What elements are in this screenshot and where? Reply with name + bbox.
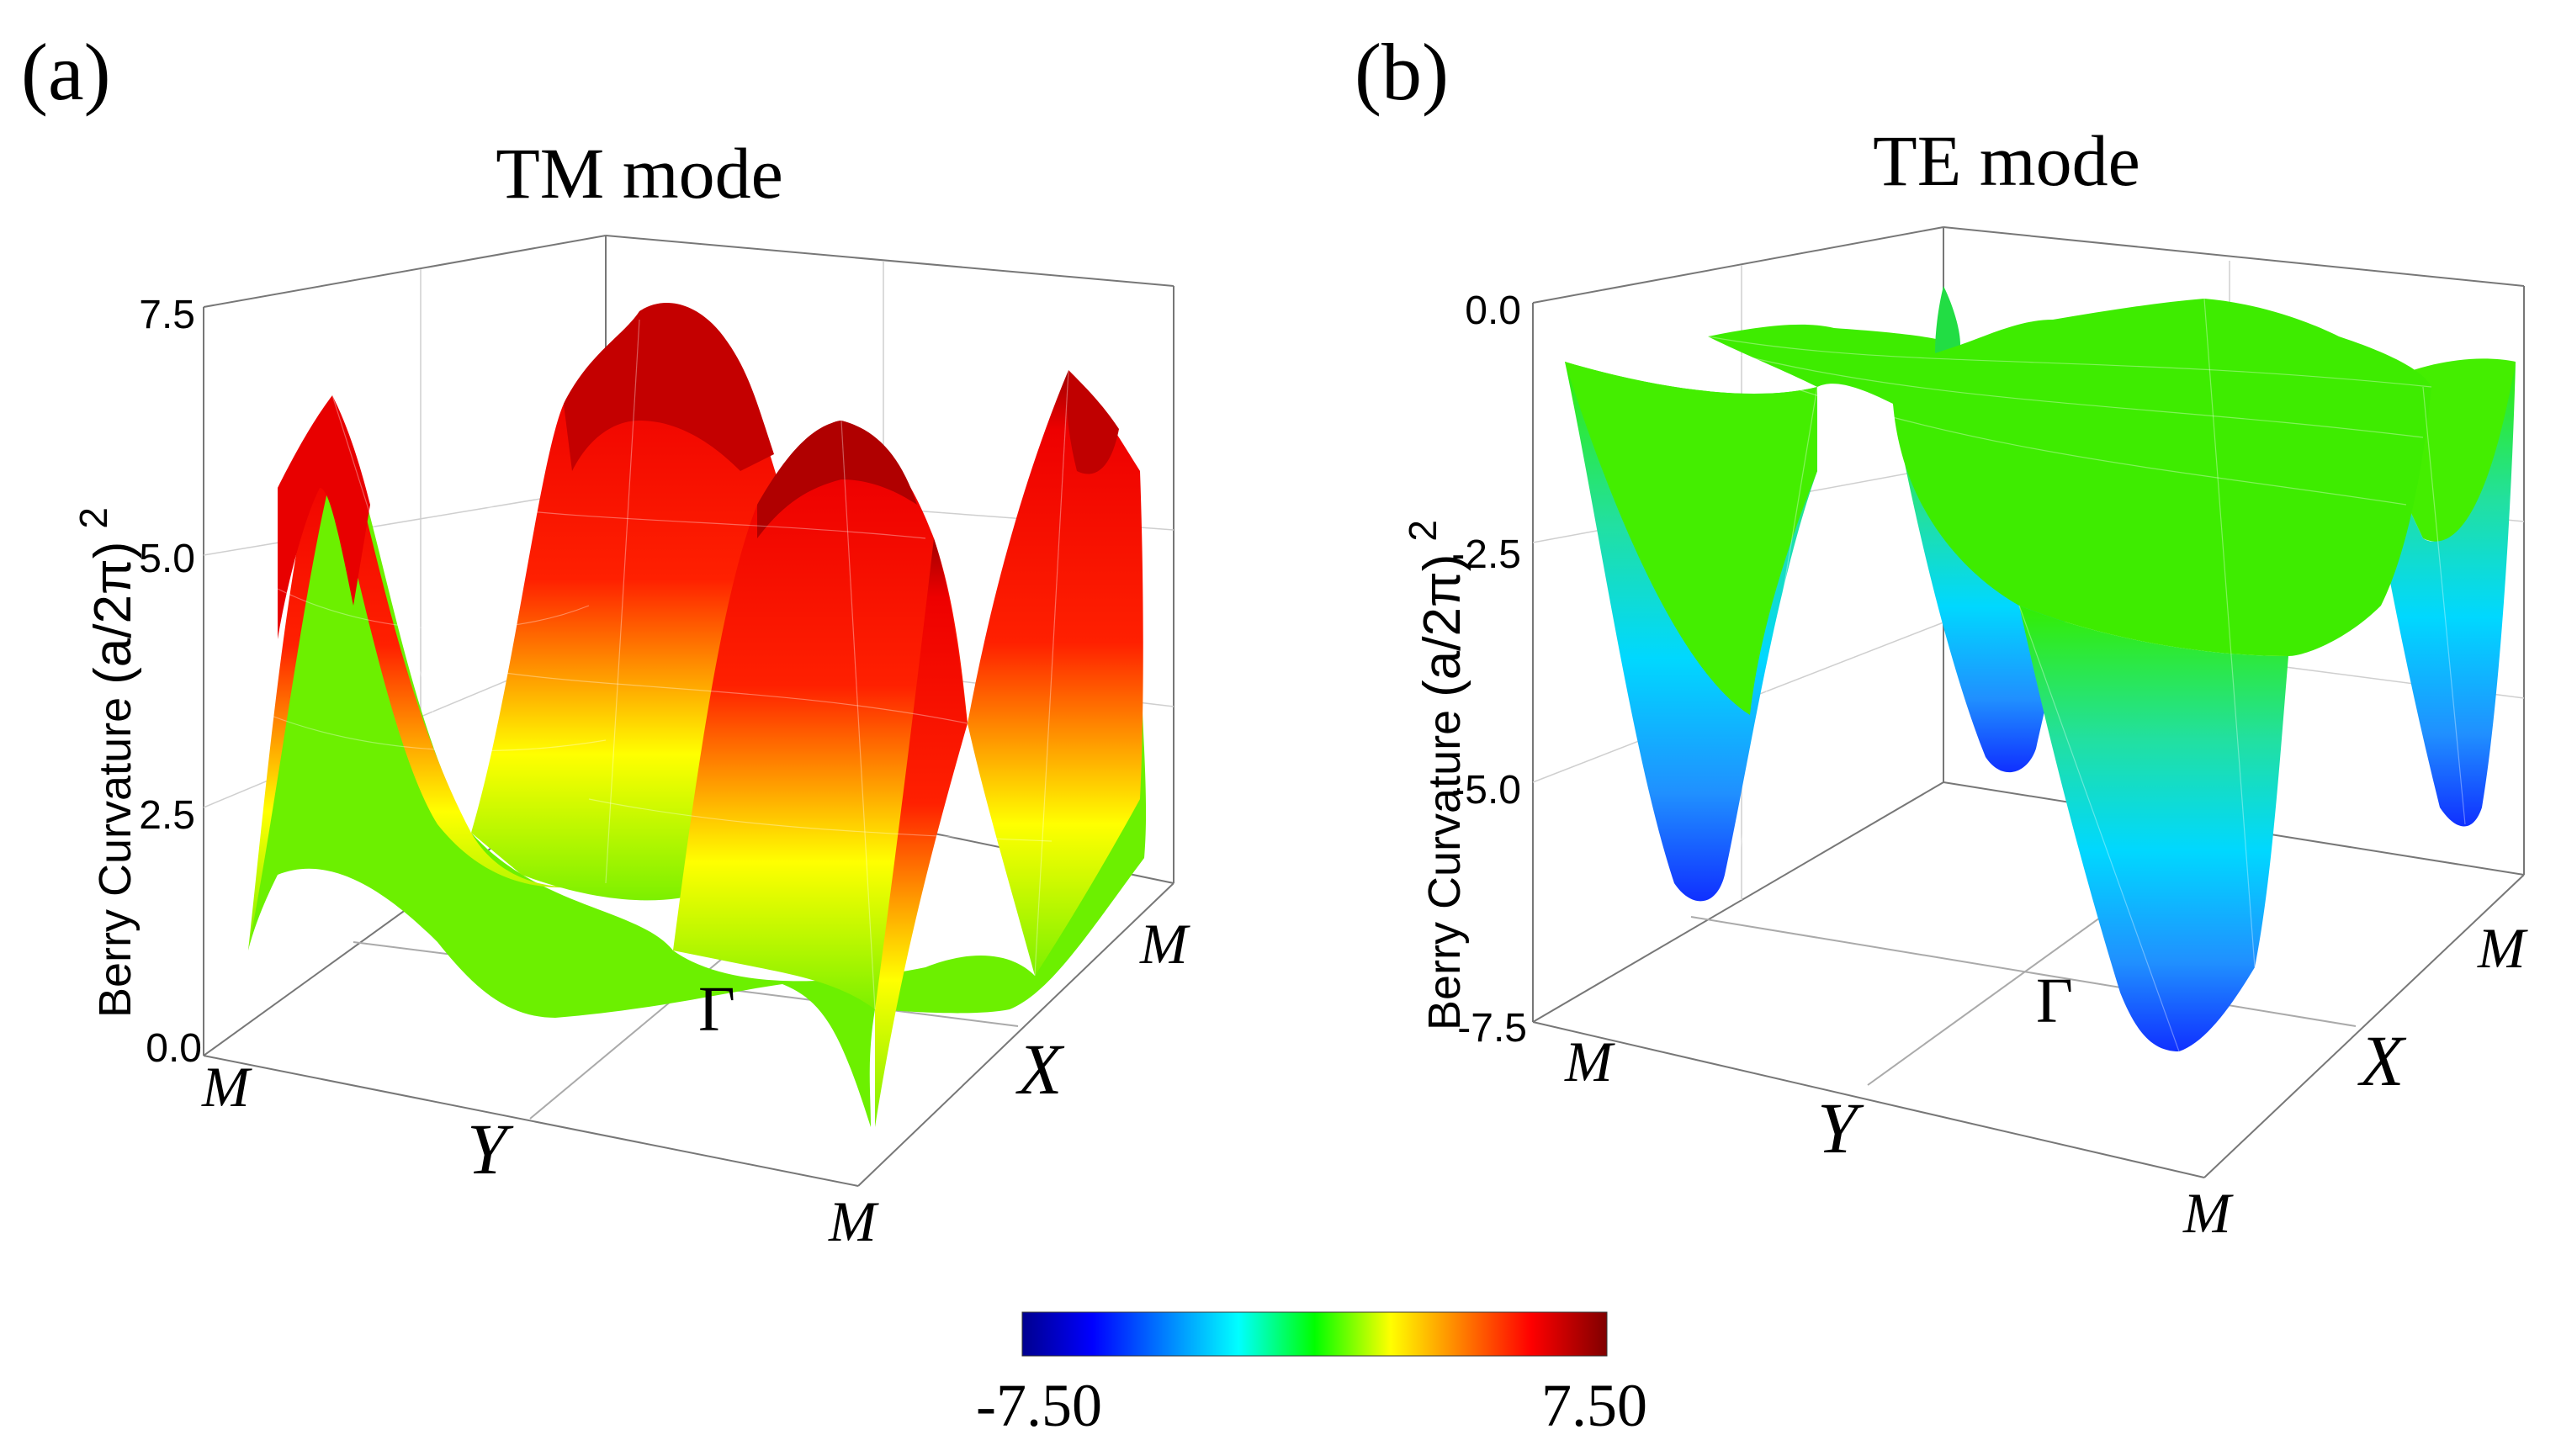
z-label-text-b: Berry Curvature [1419, 710, 1470, 1030]
colorbar-max-label: 7.50 [1541, 1372, 1647, 1439]
z-tick-b-0: -7.5 [1457, 1006, 1527, 1051]
kpoint-b-M2: M [2182, 1181, 2234, 1245]
kpoint-b-M1: M [1564, 1030, 1615, 1093]
svg-text:Berry Curvature (a/2π): Berry Curvature (a/2π) 2 [1401, 520, 1471, 1030]
z-label-unit-b: (a/2π) [1413, 554, 1471, 697]
chart-title-a: TM mode [496, 133, 783, 214]
panel-label-b: (b) [1355, 27, 1449, 117]
z-tick-b-2: -2.5 [1451, 532, 1521, 577]
svg-text:Berry Curvature (a/2π): Berry Curvature (a/2π) 2 [72, 507, 142, 1018]
axis-box-b [1532, 226, 2525, 1178]
z-label-exp-b: 2 [1401, 520, 1445, 542]
kpoint-b-Gamma: Γ [2036, 966, 2073, 1036]
kpoint-a-M1: M [201, 1055, 252, 1119]
z-tick-a-1: 2.5 [139, 793, 195, 838]
kpoint-a-Gamma: Γ [698, 974, 735, 1045]
surface-b [1565, 286, 2516, 1052]
z-label-b: Berry Curvature (a/2π) 2 [1401, 520, 1471, 1030]
panel-te: (b) TE mode [1355, 27, 2528, 1245]
panel-tm: (a) TM mode [21, 27, 1190, 1253]
surface-a [248, 303, 1147, 1127]
z-label-text-a: Berry Curvature [90, 697, 141, 1018]
z-label-exp-a: 2 [72, 507, 115, 529]
panel-label-a: (a) [21, 27, 111, 117]
kpoint-a-M3: M [1139, 912, 1190, 976]
colorbar: -7.50 7.50 [976, 1311, 1647, 1439]
z-axis-a: 0.0 2.5 5.0 7.5 [139, 293, 202, 1071]
kpoint-a-M2: M [828, 1189, 879, 1253]
z-tick-b-3: 0.0 [1465, 289, 1521, 333]
kpoint-a-X: X [1015, 1029, 1065, 1109]
kpoint-b-X: X [2357, 1020, 2407, 1101]
colorbar-min-label: -7.50 [976, 1372, 1102, 1439]
colorbar-gradient [1021, 1311, 1608, 1357]
z-tick-a-2: 5.0 [139, 537, 195, 581]
z-axis-b: -7.5 -5.0 -2.5 0.0 [1451, 289, 1527, 1051]
z-tick-b-1: -5.0 [1451, 768, 1521, 813]
z-tick-a-3: 7.5 [139, 293, 195, 337]
kpoint-b-M3: M [2477, 916, 2528, 980]
z-label-a: Berry Curvature (a/2π) 2 [72, 507, 142, 1018]
z-tick-a-0: 0.0 [146, 1026, 202, 1071]
kpoint-b-Y: Y [1817, 1088, 1864, 1168]
z-label-unit-a: (a/2π) [84, 542, 142, 685]
chart-title-b: TE mode [1873, 120, 2140, 201]
kpoint-a-Y: Y [467, 1109, 514, 1189]
